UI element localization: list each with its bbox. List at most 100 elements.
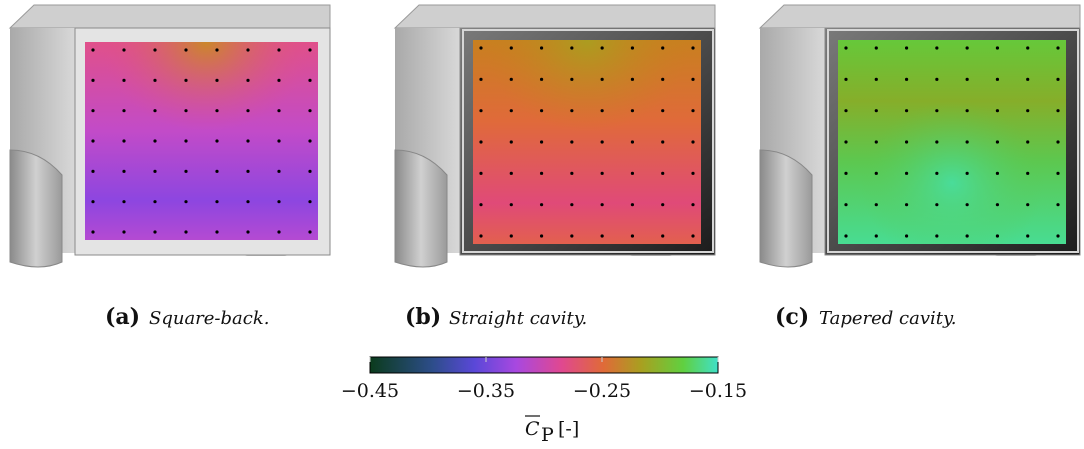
pressure-tap [661, 46, 665, 50]
front-wheel [394, 149, 448, 268]
pressure-tap [935, 203, 939, 207]
pressure-tap [277, 48, 281, 52]
pressure-tap [844, 46, 848, 50]
pressure-tap [630, 203, 635, 207]
pressure-tap [215, 48, 219, 52]
pressure-tap [277, 200, 281, 204]
pressure-tap [935, 234, 939, 238]
pressure-tap [965, 77, 969, 81]
pressure-tap [1056, 46, 1060, 50]
pressure-tap [509, 46, 513, 50]
pressure-tap [844, 77, 848, 81]
pressure-tap [995, 203, 1000, 207]
pressure-tap [246, 230, 250, 234]
pressure-tap [1056, 234, 1060, 238]
pressure-tap [246, 48, 250, 52]
pressure-tap [995, 77, 1000, 81]
pressure-tap [844, 234, 848, 238]
pressure-tap [600, 171, 604, 175]
pressure-tap [844, 171, 848, 175]
pressure-tap [1026, 203, 1030, 207]
pressure-tap [539, 77, 544, 81]
pressure-tap [570, 46, 574, 50]
pressure-tap [691, 140, 695, 144]
pressure-tap [935, 46, 939, 50]
pressure-tap [122, 78, 126, 82]
pressure-tap [539, 171, 544, 175]
pressure-tap [539, 109, 544, 113]
pressure-tap [691, 171, 695, 175]
pressure-map-overlay [473, 40, 701, 244]
pressure-tap [184, 109, 188, 113]
pressure-tap [995, 140, 1000, 144]
pressure-tap [215, 200, 219, 204]
pressure-tap [308, 200, 312, 204]
pressure-tap [91, 169, 95, 173]
colorbar-subscript: P [541, 424, 554, 446]
pressure-tap [184, 230, 188, 234]
pressure-tap [479, 109, 483, 113]
pressure-tap [509, 203, 513, 207]
pressure-tap [600, 203, 604, 207]
panel-tag: (c) [775, 304, 809, 330]
colorbar-unit: [-] [558, 418, 579, 440]
pressure-tap [122, 200, 126, 204]
pressure-tap [630, 171, 635, 175]
pressure-tap [570, 109, 574, 113]
pressure-tap [91, 200, 95, 204]
pressure-tap [539, 140, 544, 144]
pressure-tap [308, 139, 312, 143]
pressure-tap [539, 46, 544, 50]
pressure-tap [184, 78, 188, 82]
pressure-tap [844, 140, 848, 144]
pressure-tap [1026, 46, 1030, 50]
pressure-tap [479, 77, 483, 81]
pressure-tap [509, 109, 513, 113]
pressure-tap [661, 234, 665, 238]
pressure-tap [570, 203, 574, 207]
pressure-tap [246, 139, 250, 143]
roof [758, 4, 1081, 29]
pressure-tap [691, 46, 695, 50]
pressure-tap [91, 78, 95, 82]
colorbar-tick-label: −0.25 [573, 380, 631, 402]
pressure-tap [246, 109, 250, 113]
pressure-tap [215, 169, 219, 173]
colorbar-tick-label: −0.45 [341, 380, 399, 402]
pressure-tap [570, 234, 574, 238]
pressure-tap [691, 203, 695, 207]
pressure-tap [995, 171, 1000, 175]
pressure-tap [184, 48, 188, 52]
pressure-tap [965, 234, 969, 238]
pressure-tap [122, 48, 126, 52]
pressure-tap [153, 78, 157, 82]
pressure-tap [246, 200, 250, 204]
pressure-tap [904, 171, 909, 175]
pressure-tap [904, 109, 909, 113]
pressure-tap [479, 46, 483, 50]
pressure-tap [153, 139, 157, 143]
pressure-tap [122, 109, 126, 113]
pressure-tap [308, 78, 312, 82]
pressure-tap [153, 169, 157, 173]
pressure-tap [630, 109, 635, 113]
pressure-tap [479, 234, 483, 238]
pressure-tap [904, 234, 909, 238]
cavity-edge [827, 29, 1079, 253]
pressure-tap [215, 78, 219, 82]
pressure-tap [184, 169, 188, 173]
pressure-tap [874, 77, 878, 81]
pressure-tap [153, 48, 157, 52]
pressure-tap [874, 171, 878, 175]
pressure-tap [904, 77, 909, 81]
colorbar [369, 356, 719, 374]
panel-caption: Straight cavity. [449, 308, 587, 329]
cavity-edge [462, 29, 714, 253]
pressure-tap [630, 46, 635, 50]
pressure-tap [308, 230, 312, 234]
pressure-tap [153, 109, 157, 113]
pressure-tap [995, 109, 1000, 113]
pressure-tap [539, 234, 544, 238]
pressure-tap [509, 77, 513, 81]
